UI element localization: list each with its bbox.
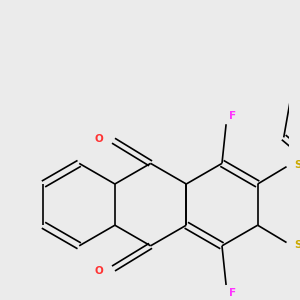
Text: F: F [229,288,236,298]
Text: O: O [95,134,103,144]
Text: S: S [294,240,300,250]
Text: S: S [294,160,300,170]
Text: O: O [95,266,103,276]
Text: F: F [229,111,236,121]
